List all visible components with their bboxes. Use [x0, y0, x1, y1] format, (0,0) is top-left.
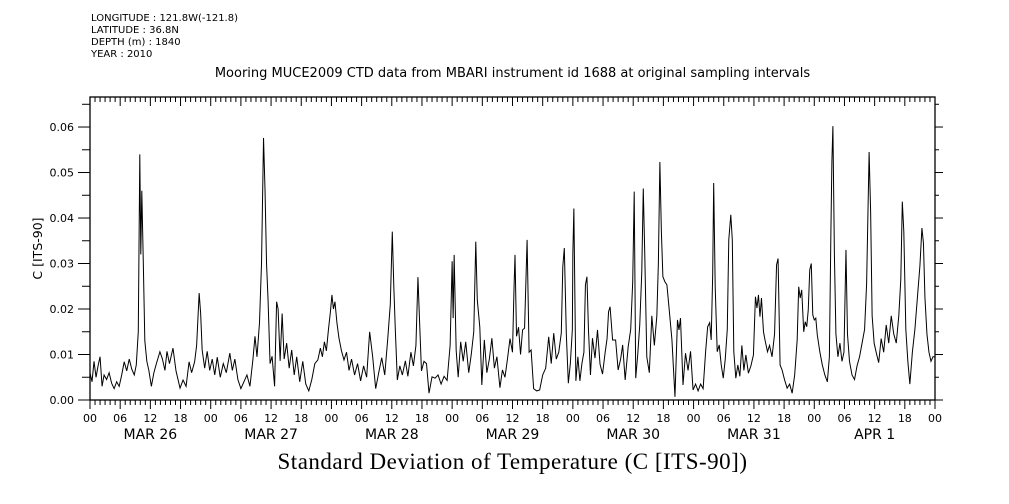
- y-tick-label: 0.00: [50, 394, 75, 407]
- meta-line-longitude: LONGITUDE : 121.8W(-121.8): [91, 13, 238, 24]
- hour-tick-label: 12: [747, 412, 761, 425]
- hour-tick-label: 00: [566, 412, 580, 425]
- date-label: APR 1: [854, 427, 895, 443]
- date-label: MAR 31: [727, 427, 781, 443]
- hour-tick-label: 18: [415, 412, 429, 425]
- meta-line-depth: DEPTH (m) : 1840: [91, 37, 181, 48]
- hour-tick-label: 00: [928, 412, 942, 425]
- date-label: MAR 30: [606, 427, 660, 443]
- hour-tick-label: 12: [506, 412, 520, 425]
- y-tick-label: 0.05: [50, 167, 75, 180]
- hour-tick-label: 18: [898, 412, 912, 425]
- y-tick-label: 0.06: [50, 121, 75, 134]
- hour-tick-label: 06: [475, 412, 489, 425]
- x-axis-hour-labels: 00 06 12 18 00 06 12 18 00 06 12 18 00 06 12 18 00 06 12 18…: [83, 412, 942, 425]
- hour-tick-label: 12: [385, 412, 399, 425]
- hour-tick-label: 00: [83, 412, 97, 425]
- hour-tick-label: 06: [113, 412, 127, 425]
- meta-line-latitude: LATITUDE : 36.8N: [91, 25, 179, 36]
- hour-tick-label: 12: [868, 412, 882, 425]
- y-tick-label: 0.04: [50, 212, 75, 225]
- hour-tick-label: 18: [656, 412, 670, 425]
- y-axis-label: C [ITS-90]: [30, 217, 45, 279]
- hour-tick-label: 00: [324, 412, 338, 425]
- date-label: MAR 26: [124, 427, 178, 443]
- x-axis-main-title: Standard Deviation of Temperature (C [IT…: [277, 449, 748, 474]
- y-tick-label: 0.01: [50, 349, 75, 362]
- y-axis-tick-labels: 0.00 0.01 0.02 0.03 0.04 0.05 0.06: [50, 121, 75, 407]
- hour-tick-label: 00: [807, 412, 821, 425]
- date-label: MAR 29: [486, 427, 540, 443]
- y-tick-label: 0.03: [50, 258, 75, 271]
- temperature-stddev-line: [89, 126, 935, 397]
- hour-tick-label: 06: [837, 412, 851, 425]
- hour-tick-label: 00: [204, 412, 218, 425]
- hour-tick-label: 18: [536, 412, 550, 425]
- hour-tick-label: 12: [143, 412, 157, 425]
- chart-title: Mooring MUCE2009 CTD data from MBARI ins…: [214, 66, 811, 81]
- hour-tick-label: 18: [174, 412, 188, 425]
- hour-tick-label: 06: [234, 412, 248, 425]
- hour-tick-label: 00: [687, 412, 701, 425]
- plot-frame: [89, 96, 936, 401]
- hour-tick-label: 18: [294, 412, 308, 425]
- station-metadata: LONGITUDE : 121.8W(-121.8) LATITUDE : 36…: [91, 13, 238, 61]
- hour-tick-label: 06: [355, 412, 369, 425]
- date-label: MAR 28: [365, 427, 419, 443]
- hour-tick-label: 12: [626, 412, 640, 425]
- date-label: MAR 27: [244, 427, 298, 443]
- x-axis-ticks: [89, 97, 936, 409]
- hour-tick-label: 12: [264, 412, 278, 425]
- meta-line-year: YEAR : 2010: [91, 49, 153, 60]
- x-axis-date-labels: MAR 26 MAR 27 MAR 28 MAR 29 MAR 30 MAR 31 APR …: [124, 427, 896, 443]
- y-tick-label: 0.02: [50, 303, 75, 316]
- hour-tick-label: 06: [596, 412, 610, 425]
- hour-tick-label: 18: [777, 412, 791, 425]
- hour-tick-label: 00: [445, 412, 459, 425]
- y-axis-ticks: [78, 103, 943, 401]
- hour-tick-label: 06: [717, 412, 731, 425]
